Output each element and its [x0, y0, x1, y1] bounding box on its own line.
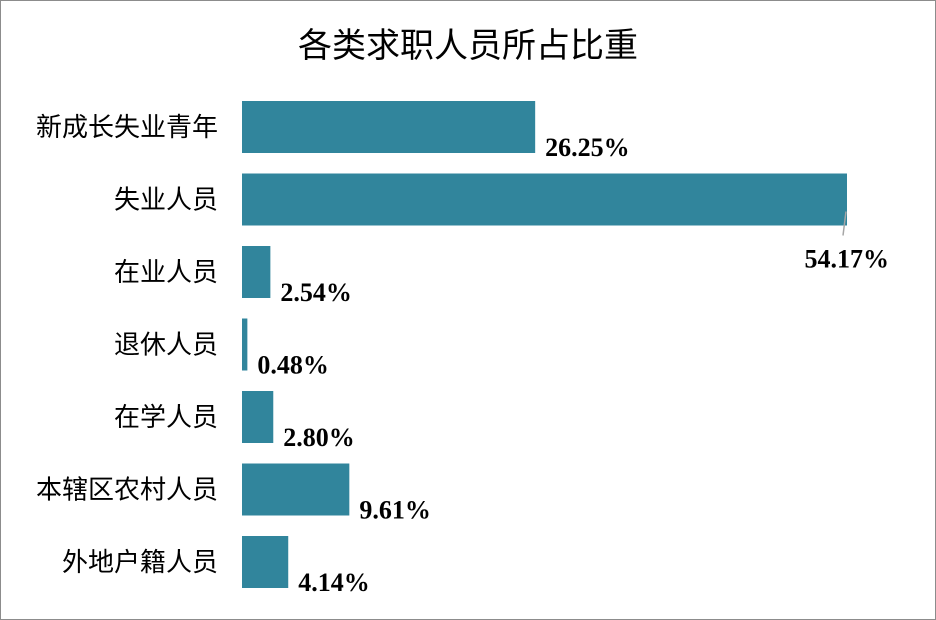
bar-2 [242, 246, 271, 298]
category-label-3: 退休人员 [114, 331, 218, 361]
value-label-3: 0.48% [257, 351, 329, 380]
value-label-4: 2.80% [283, 423, 355, 452]
bar-6 [242, 536, 289, 588]
category-label-5: 本辖区农村人员 [36, 476, 218, 506]
bar-0 [242, 101, 536, 153]
category-label-0: 新成长失业青年 [36, 113, 218, 143]
category-label-2: 在业人员 [114, 258, 218, 288]
leader-line-1 [842, 211, 847, 236]
category-label-6: 外地户籍人员 [62, 548, 218, 578]
bar-4 [242, 391, 274, 443]
category-label-1: 失业人员 [114, 186, 218, 216]
value-label-0: 26.25% [545, 133, 630, 162]
chart-title: 各类求职人员所占比重 [298, 26, 638, 66]
value-label-2: 2.54% [280, 278, 352, 307]
value-label-5: 9.61% [359, 496, 431, 525]
bar-1 [242, 173, 847, 226]
bar-5 [242, 463, 350, 516]
value-label-6: 4.14% [298, 568, 370, 597]
value-label-1: 54.17% [805, 245, 890, 274]
category-label-4: 在学人员 [114, 403, 218, 433]
bar-3 [242, 318, 248, 371]
